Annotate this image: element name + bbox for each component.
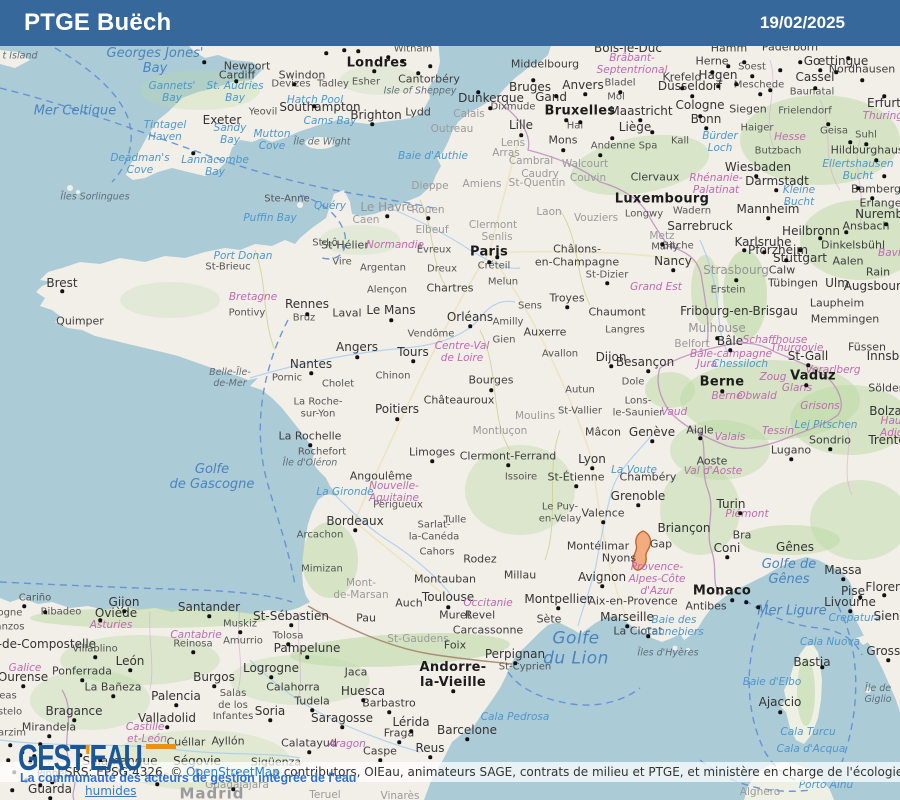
page-title: PTGE Buëch (24, 9, 172, 36)
forest-patches (30, 65, 900, 790)
header-date: 19/02/2025 (759, 13, 845, 32)
attribution-prefix: | SRS: EPSG:4326, © (57, 765, 187, 779)
rivers (0, 207, 729, 759)
island-wight (305, 137, 335, 149)
island-scilly (67, 185, 73, 191)
sea-mediterranean (424, 557, 900, 800)
admin-borders (61, 59, 863, 800)
land-corner-island (0, 50, 30, 68)
attribution-middle: contributors, OIEau, animateurs SAGE, co… (279, 765, 900, 779)
gesteau-logo[interactable]: GEST'EAU La communauté des acteurs de ge… (18, 737, 418, 786)
island-jersey (330, 246, 338, 254)
roads (354, 129, 737, 619)
attribution-bar: | SRS: EPSG:4326, © OpenStreetMap contri… (0, 762, 900, 782)
buech-highlight-polygon[interactable] (632, 530, 652, 571)
zones-humides-link-wrap[interactable]: humides (85, 784, 137, 798)
island-alderney (297, 202, 303, 208)
header-bar: PTGE Buëch 19/02/2025 (0, 0, 900, 46)
land-continent (0, 40, 900, 800)
island-scilly2 (76, 190, 80, 194)
gesteau-logo-text: GEST'EAU (18, 737, 143, 778)
island-guernsey (312, 237, 318, 243)
gesteau-logo-dash (146, 744, 176, 749)
openstreetmap-link[interactable]: OpenStreetMap (186, 765, 280, 779)
land-england (126, 40, 440, 180)
gesteau-tagline: La communauté des acteurs de gestion int… (20, 771, 357, 785)
